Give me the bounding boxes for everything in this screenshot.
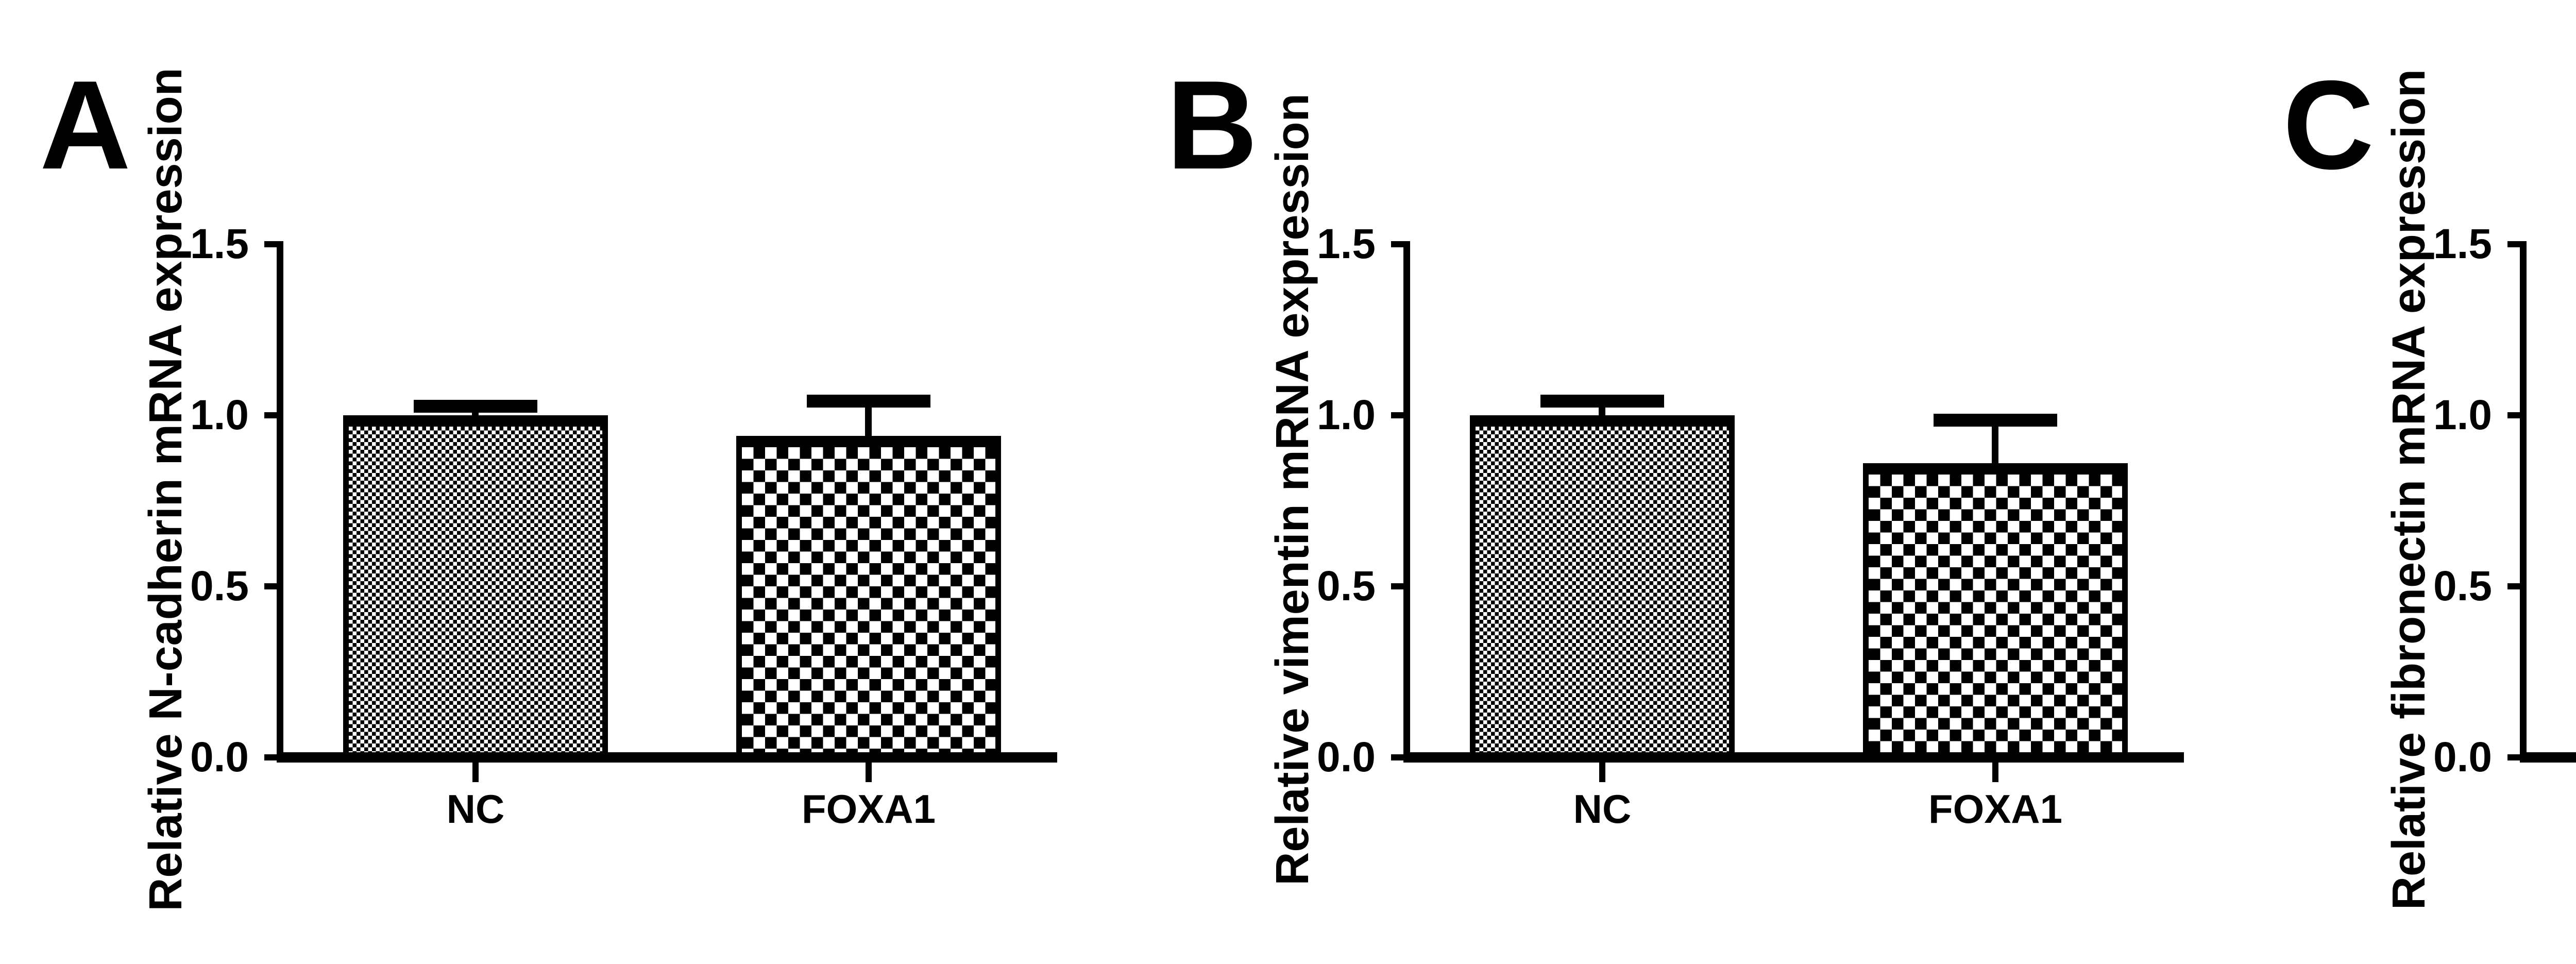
category-label: NC xyxy=(1573,786,1632,832)
y-tick xyxy=(1391,583,1403,589)
y-axis-line xyxy=(1403,241,1410,763)
y-tick-label: 1.5 xyxy=(190,221,249,267)
x-tick xyxy=(866,762,872,782)
bar-foxa1 xyxy=(736,436,1001,760)
y-tick-label: 1.0 xyxy=(2433,392,2492,438)
y-tick xyxy=(1391,754,1403,760)
panel-label: B xyxy=(1166,54,1258,195)
y-tick-label: 0.0 xyxy=(2433,734,2492,781)
y-tick-label: 0.5 xyxy=(190,563,249,610)
x-axis-line xyxy=(277,752,1057,763)
error-bar-cap xyxy=(1540,395,1664,408)
y-tick xyxy=(264,241,277,247)
y-tick-label: 0.0 xyxy=(190,734,249,781)
x-tick xyxy=(1599,762,1605,782)
y-tick-label: 0.0 xyxy=(1317,734,1376,781)
y-tick-label: 0.5 xyxy=(2433,563,2492,610)
y-tick-label: 1.0 xyxy=(1317,392,1376,438)
x-axis-line xyxy=(1403,752,2184,763)
bar-foxa1 xyxy=(1863,463,2128,760)
x-tick xyxy=(1992,762,1998,782)
y-tick-label: 1.5 xyxy=(2433,221,2492,267)
x-axis-line xyxy=(2520,752,2576,763)
y-axis-line xyxy=(277,241,283,763)
y-axis-title: Relative fibronectin mRNA expression xyxy=(2383,69,2435,910)
y-tick xyxy=(1391,241,1403,247)
y-tick xyxy=(264,412,277,418)
y-tick xyxy=(2507,412,2520,418)
y-axis-title: Relative vimentin mRNA expression xyxy=(1267,93,1318,886)
y-tick-label: 1.0 xyxy=(190,392,249,438)
category-label: FOXA1 xyxy=(1928,786,2063,832)
y-tick-label: 1.5 xyxy=(1317,221,1376,267)
panel-label: C xyxy=(2283,54,2374,195)
y-tick xyxy=(1391,412,1403,418)
error-bar-cap xyxy=(807,395,930,408)
y-tick xyxy=(2507,241,2520,247)
x-tick xyxy=(472,762,479,782)
bar-nc xyxy=(1470,415,1735,760)
y-axis-title: Relative N-cadherin mRNA expression xyxy=(140,67,192,911)
y-tick xyxy=(2507,754,2520,760)
y-tick-label: 0.5 xyxy=(1317,563,1376,610)
error-bar-cap xyxy=(1934,414,2057,427)
y-tick xyxy=(264,754,277,760)
y-tick xyxy=(264,583,277,589)
error-bar-cap xyxy=(414,400,537,413)
category-label: NC xyxy=(2564,786,2576,832)
y-axis-line xyxy=(2520,241,2527,763)
y-tick xyxy=(2507,583,2520,589)
category-label: NC xyxy=(446,786,505,832)
bar-nc xyxy=(343,415,608,760)
panel-label: A xyxy=(40,54,131,195)
category-label: FOXA1 xyxy=(801,786,936,832)
